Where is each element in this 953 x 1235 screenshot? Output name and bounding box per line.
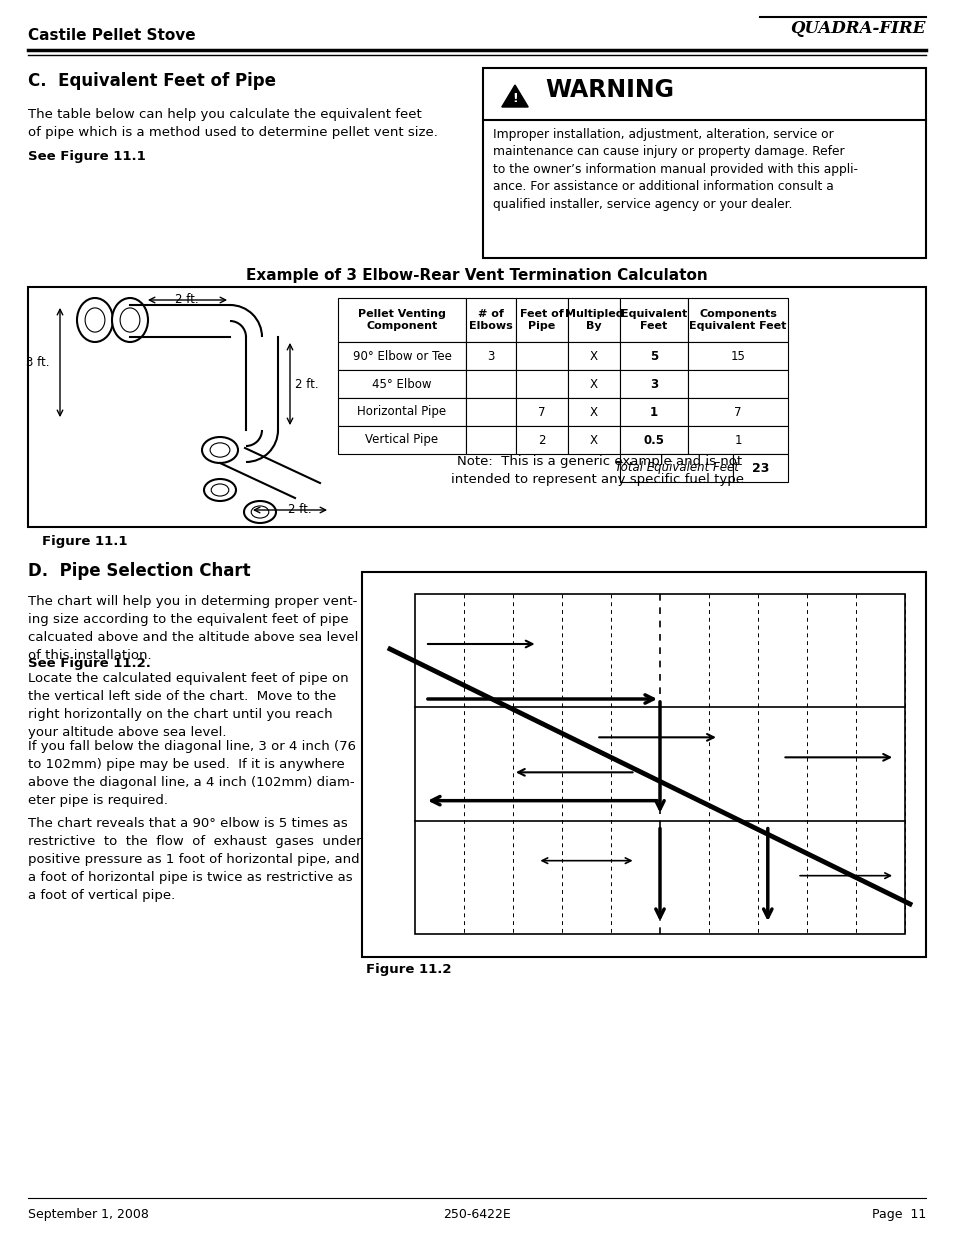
Bar [516,298,567,342]
Text: WARNING: WARNING [544,78,673,103]
Bar [361,572,925,957]
Bar [465,342,516,370]
Text: The chart will help you in determing proper vent-
ing size according to the equi: The chart will help you in determing pro… [28,595,358,662]
Text: 2 ft.: 2 ft. [288,503,312,516]
Polygon shape [501,85,528,107]
Text: Figure 11.1: Figure 11.1 [42,535,128,548]
Text: X: X [589,405,598,419]
Text: Vertical Pipe: Vertical Pipe [365,433,438,447]
Text: X: X [589,378,598,390]
Bar [687,426,787,454]
Bar [567,370,619,398]
Bar [567,426,619,454]
Text: 3: 3 [487,350,495,363]
Bar [567,342,619,370]
Text: 1: 1 [734,433,741,447]
Bar [337,298,465,342]
Ellipse shape [244,501,275,522]
Bar [567,398,619,426]
Bar [687,342,787,370]
Text: !: ! [512,91,517,105]
Text: 250-6422E: 250-6422E [442,1208,511,1221]
Text: Components
Equivalent Feet: Components Equivalent Feet [689,310,786,331]
Text: Example of 3 Elbow-Rear Vent Termination Calculaton: Example of 3 Elbow-Rear Vent Termination… [246,268,707,283]
Text: 45° Elbow: 45° Elbow [372,378,432,390]
Bar [465,370,516,398]
Text: Castile Pellet Stove: Castile Pellet Stove [28,28,195,43]
Text: Note:  This is a generic example and is not
intended to represent any specific f: Note: This is a generic example and is n… [451,454,748,487]
Text: 5: 5 [649,350,658,363]
Bar [619,426,687,454]
Text: 90° Elbow or Tee: 90° Elbow or Tee [353,350,451,363]
Text: 2: 2 [537,433,545,447]
Ellipse shape [204,479,235,501]
Bar [516,370,567,398]
Text: 7: 7 [734,405,741,419]
Text: 3 ft.: 3 ft. [27,356,50,368]
Text: Figure 11.2: Figure 11.2 [366,963,451,976]
Text: Equivalent
Feet: Equivalent Feet [620,310,686,331]
Text: X: X [589,433,598,447]
Text: See Figure 11.2.: See Figure 11.2. [28,657,151,671]
Bar [687,398,787,426]
Text: 3: 3 [649,378,658,390]
Bar [567,298,619,342]
Ellipse shape [77,298,112,342]
Text: Multipled
By: Multipled By [564,310,622,331]
Ellipse shape [202,437,237,463]
Text: 0.5: 0.5 [643,433,664,447]
Bar [516,398,567,426]
Text: C.  Equivalent Feet of Pipe: C. Equivalent Feet of Pipe [28,72,275,90]
Bar [28,287,925,527]
Bar [516,342,567,370]
Text: The table below can help you calculate the equivalent feet
of pipe which is a me: The table below can help you calculate t… [28,107,437,140]
Bar [687,298,787,342]
Text: Locate the calculated equivalent feet of pipe on
the vertical left side of the c: Locate the calculated equivalent feet of… [28,672,348,739]
Text: Page  11: Page 11 [871,1208,925,1221]
Text: 2 ft.: 2 ft. [175,293,198,306]
Bar [415,594,904,934]
Text: D.  Pipe Selection Chart: D. Pipe Selection Chart [28,562,251,580]
Bar [337,370,465,398]
Bar [465,298,516,342]
Bar [619,342,687,370]
Bar [687,370,787,398]
Text: 7: 7 [537,405,545,419]
Bar [465,398,516,426]
Text: Horizontal Pipe: Horizontal Pipe [357,405,446,419]
Text: Pellet Venting
Component: Pellet Venting Component [357,310,445,331]
Bar [732,454,787,482]
Text: If you fall below the diagonal line, 3 or 4 inch (76
to 102mm) pipe may be used.: If you fall below the diagonal line, 3 o… [28,740,355,806]
Text: See Figure 11.1: See Figure 11.1 [28,149,146,163]
Bar [337,398,465,426]
Bar [619,398,687,426]
Bar [516,426,567,454]
Text: Total Equivalent Feet: Total Equivalent Feet [614,462,738,474]
Text: QUADRA‑FIRE: QUADRA‑FIRE [790,20,925,37]
Bar [619,298,687,342]
Bar [465,426,516,454]
Text: 1: 1 [649,405,658,419]
Text: Improper installation, adjustment, alteration, service or
maintenance can cause : Improper installation, adjustment, alter… [493,128,857,211]
Text: September 1, 2008: September 1, 2008 [28,1208,149,1221]
Text: Feet of
Pipe: Feet of Pipe [519,310,563,331]
Text: X: X [589,350,598,363]
Text: 15: 15 [730,350,744,363]
Text: 23: 23 [751,462,768,474]
Bar [619,454,732,482]
Bar [619,370,687,398]
Text: # of
Elbows: # of Elbows [469,310,513,331]
Bar [482,68,925,258]
Bar [337,426,465,454]
Bar [337,342,465,370]
Text: 2 ft.: 2 ft. [294,378,318,390]
Ellipse shape [112,298,148,342]
Text: The chart reveals that a 90° elbow is 5 times as
restrictive  to  the  flow  of : The chart reveals that a 90° elbow is 5 … [28,818,361,902]
